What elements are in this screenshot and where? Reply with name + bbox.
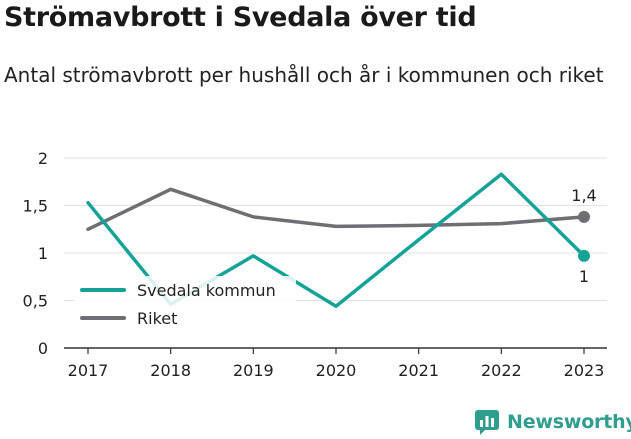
x-tick-label: 2021	[398, 361, 439, 380]
y-tick-label: 0,5	[23, 292, 48, 311]
brand-logo: Newsworthy	[474, 406, 631, 438]
y-tick-label: 1	[38, 244, 48, 263]
legend-label: Riket	[137, 309, 177, 328]
y-tick-label: 2	[38, 149, 48, 168]
x-tick-label: 2017	[68, 361, 109, 380]
end-point-svedala	[578, 249, 590, 262]
series-line-riket	[86, 187, 586, 232]
legend-background	[74, 276, 296, 334]
y-tick-label: 0	[38, 339, 48, 358]
end-label-riket: 1,4	[571, 186, 596, 205]
chart-subtitle: Antal strömavbrott per hushåll och år i …	[4, 63, 604, 87]
newsworthy-logo-icon	[475, 410, 499, 435]
x-tick-label: 2023	[564, 361, 605, 380]
x-tick-label: 2022	[481, 361, 522, 380]
y-tick-label: 1,5	[23, 197, 48, 216]
brand-name: Newsworthy	[507, 411, 631, 433]
end-point-riket	[578, 210, 590, 223]
legend-label: Svedala kommun	[137, 281, 276, 300]
x-tick-label: 2020	[316, 361, 357, 380]
x-tick-label: 2019	[233, 361, 274, 380]
x-tick-label: 2018	[150, 361, 191, 380]
end-label-svedala: 1	[579, 267, 589, 286]
chart-title: Strömavbrott i Svedala över tid	[4, 2, 477, 33]
